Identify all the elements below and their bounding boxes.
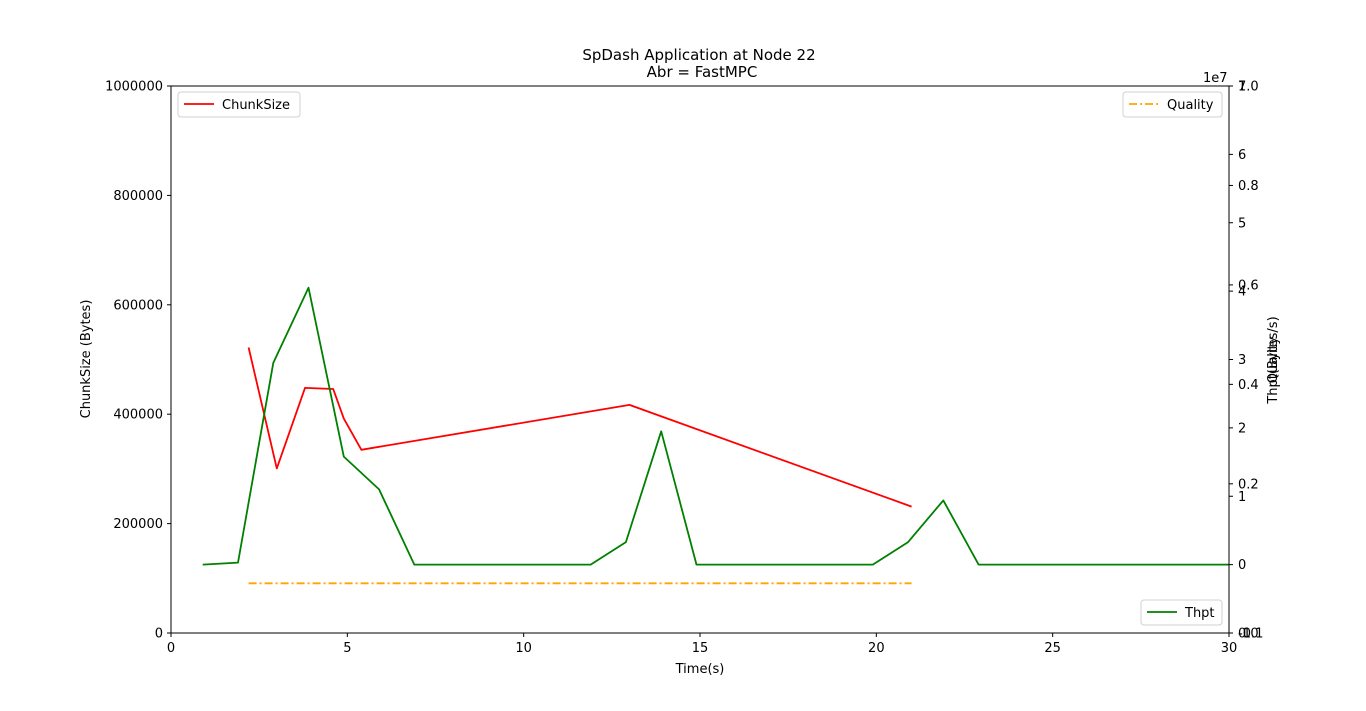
- x-tick-label: 0: [167, 641, 175, 656]
- chunk-tick-label: 1000000: [105, 80, 163, 95]
- x-tick-label: 20: [868, 641, 885, 656]
- quality-axis: -0.1 0.2 0.4 0.6 0.8 1.0: [1229, 80, 1263, 642]
- plot-lines: [202, 286, 1229, 585]
- plot-frame: [170, 85, 1230, 634]
- quality-axis-label: Quality: [1266, 336, 1281, 383]
- chunk-axis-label: ChunkSize (Bytes): [79, 300, 94, 419]
- thpt-axis: -1 0 1 2 3 4 5 6 7: [1229, 80, 1251, 642]
- legend-chunksize: ChunkSize: [177, 91, 301, 118]
- x-tick-label: 5: [343, 641, 351, 656]
- extra-tick-label: 0.0: [1238, 627, 1259, 642]
- thpt-tick-label: 3: [1238, 353, 1246, 368]
- series-line-chunksize: [247, 347, 912, 508]
- legend-quality: Quality: [1122, 91, 1223, 118]
- quality-tick-label: 0.4: [1238, 378, 1259, 393]
- legend-label-chunksize: ChunkSize: [222, 98, 290, 113]
- chart-subtitle: Abr = FastMPC: [647, 63, 758, 81]
- legend-label-quality: Quality: [1167, 98, 1214, 113]
- x-tick-label: 10: [515, 641, 532, 656]
- x-tick-label: 30: [1221, 641, 1238, 656]
- thpt-tick-label: 7: [1238, 80, 1246, 95]
- chunk-tick-label: 200000: [113, 517, 163, 532]
- thpt-axis-label: Thpt(Bytes/s): [1266, 316, 1281, 404]
- thpt-tick-label: 5: [1238, 216, 1246, 231]
- chunk-axis: 0 200000 400000 600000 800000 1000000: [105, 80, 171, 642]
- x-tick-label: 25: [1044, 641, 1061, 656]
- thpt-tick-label: 0: [1238, 558, 1246, 573]
- legend-box: [177, 91, 301, 118]
- thpt-tick-label: 6: [1238, 148, 1246, 163]
- chunk-tick-label: 600000: [113, 298, 163, 313]
- chunk-tick-label: 800000: [113, 189, 163, 204]
- series-line-thpt: [202, 286, 1229, 566]
- quality-tick-label: 0.6: [1238, 278, 1259, 293]
- legend-thpt: Thpt: [1140, 599, 1223, 626]
- quality-tick-label: -0.1: [1238, 627, 1263, 642]
- quality-tick-label: 1.0: [1238, 80, 1259, 95]
- thpt-tick-label: 1: [1238, 490, 1246, 505]
- chunk-tick-label: 400000: [113, 408, 163, 423]
- legend-box: [1122, 91, 1223, 118]
- chart-title: SpDash Application at Node 22: [582, 46, 815, 64]
- x-tick-label: 15: [692, 641, 709, 656]
- legend-label-thpt: Thpt: [1184, 606, 1215, 621]
- thpt-offset-text: 1e7: [1203, 71, 1228, 86]
- thpt-tick-label: 2: [1238, 421, 1246, 436]
- legend-box: [1140, 599, 1223, 626]
- x-axis: 0 5 10 15 20 25 30: [167, 633, 1237, 656]
- chunk-tick-label: 0: [155, 627, 163, 642]
- quality-tick-label: 0.2: [1238, 477, 1259, 492]
- extra-axis: 0.0: [1229, 627, 1259, 642]
- x-axis-label: Time(s): [675, 662, 725, 677]
- thpt-tick-label: -1: [1238, 627, 1251, 642]
- quality-tick-label: 0.8: [1238, 179, 1259, 194]
- thpt-tick-label: 4: [1238, 285, 1246, 300]
